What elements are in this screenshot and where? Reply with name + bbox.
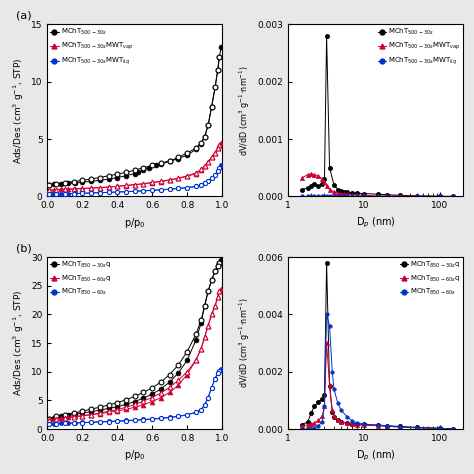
Y-axis label: dV/dD (cm$^3$ g$^{-1}$·nm$^{-1}$): dV/dD (cm$^3$ g$^{-1}$·nm$^{-1}$) <box>237 65 252 156</box>
Text: (a): (a) <box>16 11 32 21</box>
Y-axis label: dV/dD (cm$^3$ g$^{-1}$·nm$^{-1}$): dV/dD (cm$^3$ g$^{-1}$·nm$^{-1}$) <box>237 298 252 389</box>
X-axis label: p/p$_0$: p/p$_0$ <box>124 448 146 463</box>
Text: (b): (b) <box>16 244 32 254</box>
Y-axis label: Ads/Des (cm$^3$ g$^{-1}$, STP): Ads/Des (cm$^3$ g$^{-1}$, STP) <box>11 57 26 164</box>
X-axis label: D$_p$ (nm): D$_p$ (nm) <box>356 448 395 463</box>
Legend: MChT$_{500-30s}$, MChT$_{500-30s}$MWT$_{vap}$, MChT$_{500-30s}$MWT$_{liq}$: MChT$_{500-30s}$, MChT$_{500-30s}$MWT$_{… <box>49 27 134 68</box>
Legend: MChT$_{850-30s}$q, MChT$_{850-60s}$q, MChT$_{850-60s}$: MChT$_{850-30s}$q, MChT$_{850-60s}$q, MC… <box>49 259 111 298</box>
X-axis label: D$_p$ (nm): D$_p$ (nm) <box>356 216 395 230</box>
Legend: MChT$_{850-30s}$q, MChT$_{850-60s}$q, MChT$_{850-60s}$: MChT$_{850-30s}$q, MChT$_{850-60s}$q, MC… <box>399 259 461 298</box>
Legend: MChT$_{500-30s}$, MChT$_{500-30s}$MWT$_{vap}$, MChT$_{500-30s}$MWT$_{liq}$: MChT$_{500-30s}$, MChT$_{500-30s}$MWT$_{… <box>377 27 461 68</box>
X-axis label: p/p$_0$: p/p$_0$ <box>124 216 146 230</box>
Y-axis label: Ads/Des (cm$^3$ g$^{-1}$, STP): Ads/Des (cm$^3$ g$^{-1}$, STP) <box>11 290 26 396</box>
